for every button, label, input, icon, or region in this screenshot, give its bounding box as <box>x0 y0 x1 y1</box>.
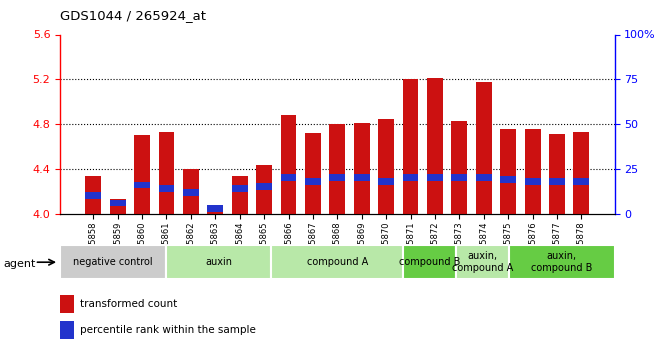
Bar <box>329 175 345 181</box>
Bar <box>257 165 272 214</box>
Bar <box>158 132 174 214</box>
Bar <box>329 124 345 214</box>
Text: percentile rank within the sample: percentile rank within the sample <box>79 325 255 335</box>
Text: transformed count: transformed count <box>79 299 177 309</box>
Bar <box>166 245 271 279</box>
Bar <box>378 178 394 185</box>
Bar <box>232 176 248 214</box>
Bar <box>452 121 468 214</box>
Text: GDS1044 / 265924_at: GDS1044 / 265924_at <box>60 9 206 22</box>
Bar <box>183 189 199 196</box>
Bar <box>354 123 369 214</box>
Bar <box>549 134 565 214</box>
Bar <box>60 295 74 313</box>
Bar <box>476 81 492 214</box>
Bar <box>86 193 101 199</box>
Bar <box>134 135 150 214</box>
Bar <box>524 129 540 214</box>
Bar <box>403 79 418 214</box>
Bar <box>110 199 126 206</box>
Text: auxin,
compound A: auxin, compound A <box>452 252 513 273</box>
Bar <box>60 321 74 339</box>
Bar <box>427 175 443 181</box>
Bar <box>427 78 443 214</box>
Bar <box>524 178 540 185</box>
Bar <box>354 175 369 181</box>
Bar <box>378 119 394 214</box>
Bar <box>500 129 516 214</box>
Bar <box>509 245 615 279</box>
Bar <box>500 176 516 183</box>
Text: compound A: compound A <box>307 257 368 267</box>
Bar <box>549 178 565 185</box>
Bar <box>476 175 492 181</box>
Bar <box>281 115 297 214</box>
Bar <box>158 185 174 192</box>
Text: negative control: negative control <box>73 257 153 267</box>
Bar <box>134 181 150 188</box>
Bar <box>60 245 166 279</box>
Bar <box>183 169 199 214</box>
Bar <box>232 185 248 192</box>
Bar <box>305 178 321 185</box>
Bar <box>257 184 272 190</box>
Text: agent: agent <box>3 259 35 269</box>
Bar <box>207 205 223 214</box>
Bar <box>574 132 589 214</box>
Bar <box>281 175 297 181</box>
Bar <box>207 205 223 211</box>
Text: auxin: auxin <box>205 257 232 267</box>
Bar <box>110 199 126 214</box>
Bar <box>403 175 418 181</box>
Bar <box>305 133 321 214</box>
Bar <box>456 245 509 279</box>
Text: auxin,
compound B: auxin, compound B <box>531 252 593 273</box>
Bar <box>271 245 403 279</box>
Bar <box>574 178 589 185</box>
Bar <box>403 245 456 279</box>
Bar <box>86 176 101 214</box>
Text: compound B: compound B <box>399 257 460 267</box>
Bar <box>452 175 468 181</box>
